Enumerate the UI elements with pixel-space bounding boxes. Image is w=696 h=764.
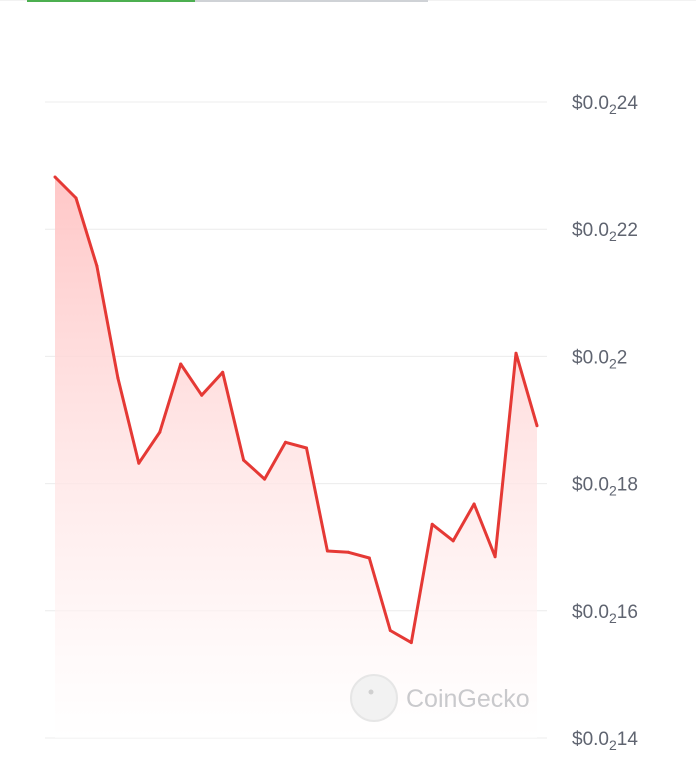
data-point — [242, 458, 246, 462]
y-tick-label: $0.0224 — [572, 93, 638, 117]
data-point — [514, 351, 518, 355]
data-point — [304, 446, 308, 450]
data-point — [325, 549, 329, 553]
y-tick-label: $0.022 — [572, 347, 627, 371]
area-fill — [55, 177, 537, 738]
data-point — [451, 539, 455, 543]
top-progress-track — [27, 0, 428, 2]
data-point — [200, 393, 204, 397]
data-point — [535, 424, 539, 428]
gecko-logo-icon — [350, 674, 398, 722]
price-line — [53, 175, 539, 645]
data-point — [158, 430, 162, 434]
data-point — [409, 641, 413, 645]
y-tick-label: $0.0214 — [572, 729, 638, 753]
gecko-eye-icon — [368, 689, 374, 695]
data-point — [430, 522, 434, 526]
data-point — [221, 370, 225, 374]
data-point — [74, 196, 78, 200]
watermark-text: CoinGecko — [406, 685, 530, 713]
data-point — [388, 629, 392, 633]
coingecko-watermark: CoinGecko — [350, 674, 530, 722]
data-point — [95, 264, 99, 268]
data-point — [179, 362, 183, 366]
data-point — [346, 550, 350, 554]
data-point — [116, 376, 120, 380]
y-tick-label: $0.0222 — [572, 220, 638, 244]
data-point — [263, 477, 267, 481]
data-point — [53, 175, 57, 179]
top-progress-fill — [27, 0, 196, 2]
y-tick-label: $0.0218 — [572, 475, 638, 499]
data-point — [493, 555, 497, 559]
y-tick-label: $0.0216 — [572, 602, 638, 626]
data-point — [472, 502, 476, 506]
data-point — [137, 461, 141, 465]
data-point — [367, 556, 371, 560]
data-point — [284, 440, 288, 444]
